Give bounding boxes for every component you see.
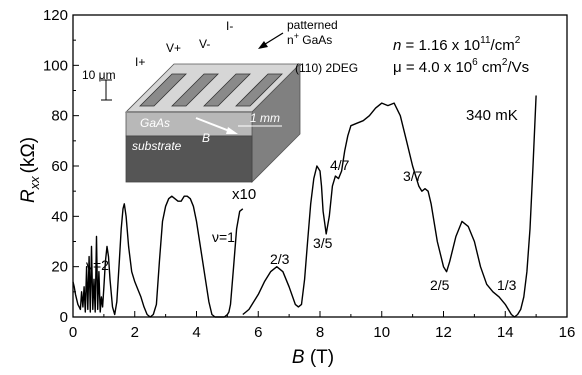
gaas-label: GaAs	[140, 116, 170, 130]
y-tick-label: 80	[51, 108, 68, 125]
y-tick-label: 60	[51, 158, 68, 175]
rxx-curve-high-field	[242, 95, 537, 318]
x-tick-label: 12	[435, 324, 452, 341]
lead-label-v-minus: V-	[199, 37, 210, 51]
lead-bar-i-plus	[139, 73, 187, 107]
lead-bar-v-minus	[203, 73, 251, 107]
patterned-material-label: n+ GaAs	[287, 31, 332, 47]
field-arrow	[195, 117, 233, 133]
x-tick-label: 10	[373, 324, 390, 341]
length-label: 1 mm	[250, 111, 280, 125]
x-tick-label: 4	[192, 324, 200, 341]
patterned-label: patterned	[287, 18, 338, 32]
field-label: B	[202, 131, 210, 145]
temperature-label: 340 mK	[466, 107, 518, 124]
y-tick-label: 20	[51, 259, 68, 276]
thickness-label: 10 μm	[82, 68, 116, 82]
y-axis-sub: xx	[27, 176, 42, 191]
ff-label-nu1: ν=1	[212, 229, 235, 245]
ff-label-2-3: 2/3	[270, 251, 290, 267]
density-label: n = 1.16 x 1011/cm2	[393, 35, 521, 54]
ff-label-2-5: 2/5	[430, 277, 450, 293]
axis-ticks	[72, 14, 568, 318]
y-tick-label: 100	[43, 57, 68, 74]
scale-label: x10	[232, 186, 256, 203]
x-axis-label: B (T)	[292, 347, 334, 368]
mobility-label: μ = 4.0 x 106 cm2/Vs	[393, 57, 529, 76]
ff-label-1-3: 1/3	[497, 277, 517, 293]
x-axis-unit: (T)	[310, 347, 334, 368]
field-arrow-head	[226, 127, 238, 134]
x-tick-label: 14	[497, 324, 514, 341]
ff-label-nu2: ν=2	[86, 257, 109, 273]
x-tick-label: 8	[316, 324, 324, 341]
substrate-layer	[125, 135, 253, 183]
y-tick-label: 0	[60, 309, 68, 326]
y-axis-var: R	[18, 189, 39, 203]
x-tick-label: 0	[69, 324, 77, 341]
ff-label-3-7: 3/7	[403, 168, 423, 184]
lead-bar-v-plus	[171, 73, 219, 107]
tick-labels: 0 2 4 6 8 10 12 14 16 0 20 40 60 80 100 120	[43, 7, 575, 341]
y-axis-label: Rxx (kΩ)	[18, 137, 42, 203]
rxx-curve-low-field	[72, 195, 244, 318]
x-tick-label: 16	[559, 324, 576, 341]
y-tick-label: 120	[43, 7, 68, 24]
x-axis-var: B	[292, 347, 305, 368]
twodeg-label: (110) 2DEG	[295, 61, 358, 75]
lead-label-i-plus: I+	[135, 55, 145, 69]
device-schematic-inset: 10 μm I+ V+ V- I- patterned n+ GaAs (110…	[82, 18, 358, 183]
lead-label-i-minus: I-	[226, 19, 233, 33]
y-axis-unit: (kΩ)	[18, 137, 39, 173]
x-tick-label: 2	[131, 324, 139, 341]
lead-bar-i-minus	[235, 73, 283, 107]
substrate-label: substrate	[132, 139, 182, 153]
lead-label-v-plus: V+	[166, 41, 181, 55]
ff-label-4-7: 4/7	[330, 157, 350, 173]
ff-label-3-5: 3/5	[313, 235, 333, 251]
y-tick-label: 40	[51, 208, 68, 225]
patterned-arrow-head	[258, 41, 268, 49]
x-tick-label: 6	[254, 324, 262, 341]
